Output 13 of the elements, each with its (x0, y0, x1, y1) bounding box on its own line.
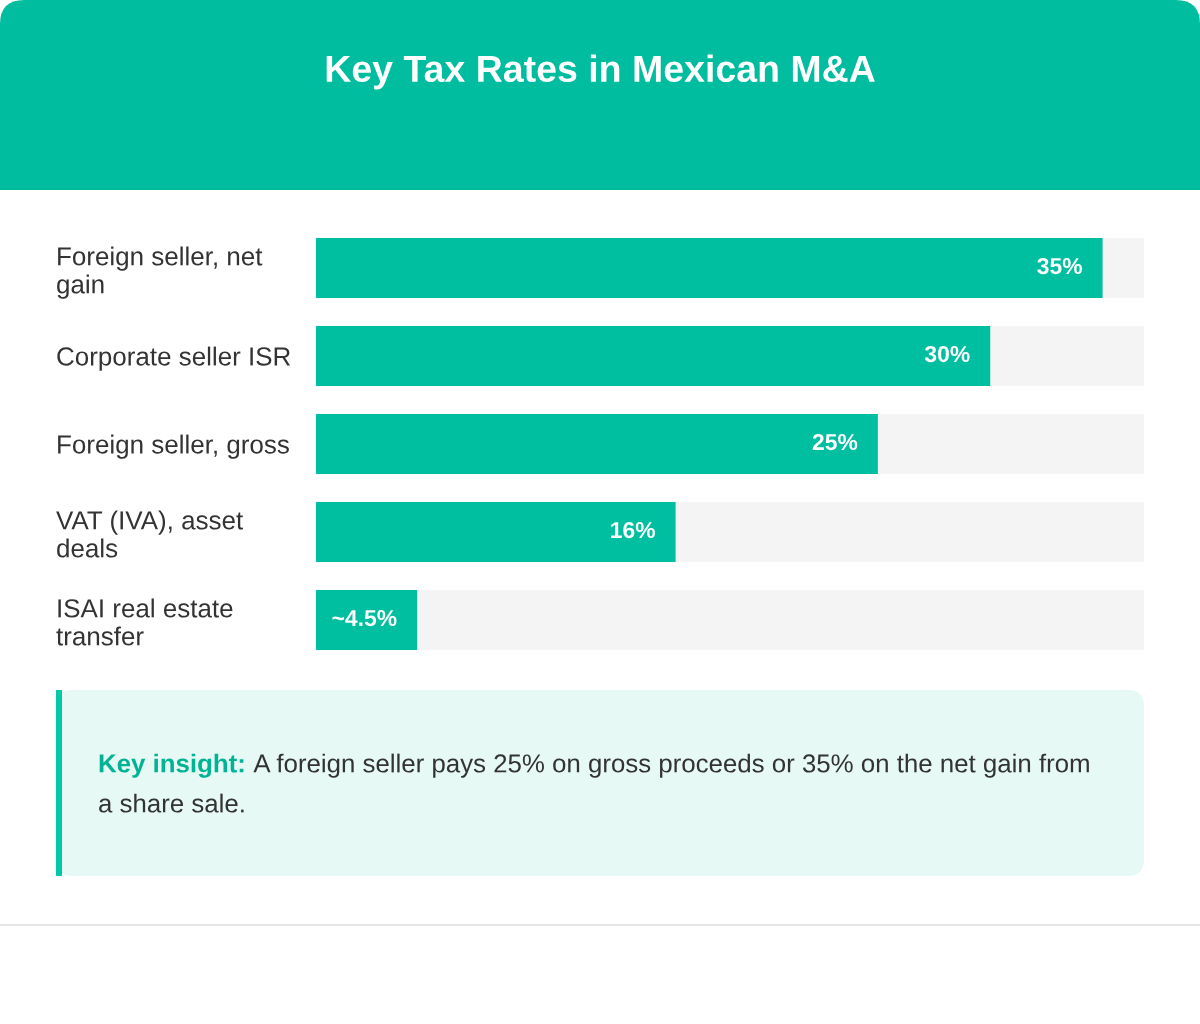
data-label: 25% (812, 433, 858, 451)
data-label: ~4.5% (332, 609, 397, 627)
bar (316, 590, 418, 650)
data-label: 35% (1037, 257, 1082, 275)
y-tick-label: Foreign seller, gross (58, 434, 289, 459)
text: Key insight: A foreign seller pays 25% on gross proceeds or 35% on the net gain from a share sale. (99, 753, 1089, 813)
y-tick-label: Corporate seller ISR (57, 346, 291, 371)
y-tick-label: ISAI real estate transfer (56, 598, 233, 646)
data-label: 16% (611, 521, 655, 539)
chart-title: Key Tax Rates in Mexican M&A (326, 54, 875, 90)
y-tick-label: Foreign seller, net gain (57, 246, 263, 299)
y-tick-label: VAT (IVA), asset deals (56, 510, 243, 558)
data-label: 30% (924, 345, 970, 363)
